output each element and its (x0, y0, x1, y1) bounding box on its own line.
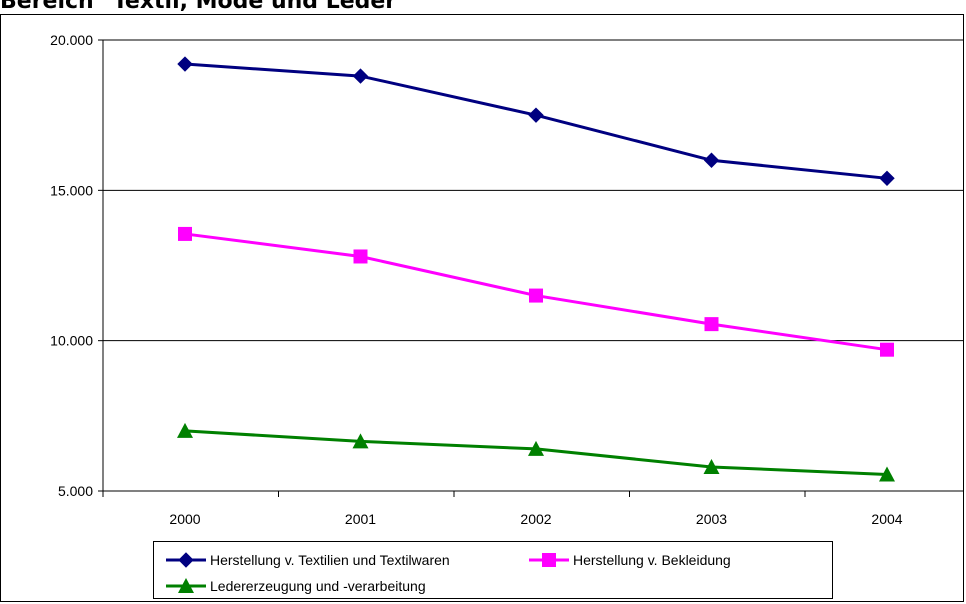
y-tick-label: 5.000 (58, 483, 93, 499)
data-point (528, 440, 544, 456)
x-tick-label: 2003 (696, 511, 727, 527)
tick-labels: 5.000 10.000 15.000 20.000 2000 2001 2002 2003 2… (50, 32, 903, 527)
legend-label: Herstellung v. Textilien und Textilwaren (210, 552, 450, 568)
data-point (879, 466, 895, 482)
y-tick-label: 15.000 (50, 182, 93, 198)
legend: Herstellung v. Textilien und Textilwaren… (153, 541, 833, 599)
series-3 (177, 422, 895, 482)
legend-label: Herstellung v. Bekleidung (573, 552, 731, 568)
legend-marker (178, 578, 194, 593)
legend-label: Ledererzeugung und -verarbeitung (210, 578, 426, 594)
data-point (177, 422, 193, 438)
data-point (704, 317, 719, 332)
legend-entry: Herstellung v. Textilien und Textilwaren (166, 552, 450, 568)
data-point (703, 458, 720, 474)
data-point (529, 288, 543, 303)
x-tick-label: 2000 (169, 511, 200, 527)
y-tick-label: 20.000 (50, 32, 93, 48)
x-tick-label: 2004 (871, 511, 902, 527)
data-point (703, 152, 720, 168)
chart-area (0, 14, 964, 602)
data-point (879, 170, 895, 187)
legend-marker (178, 552, 194, 568)
data-point (528, 107, 544, 123)
legend-entry: Herstellung v. Bekleidung (529, 552, 731, 568)
series-1 (177, 56, 895, 187)
series (177, 56, 895, 482)
data-point (352, 433, 369, 449)
data-point (353, 249, 368, 264)
series-2 (178, 226, 894, 357)
data-point (880, 342, 894, 357)
legend-entry: Ledererzeugung und -verarbeitung (166, 578, 426, 594)
y-tick-label: 10.000 (50, 333, 93, 349)
data-point (178, 226, 192, 241)
data-point (352, 68, 369, 84)
x-tick-label: 2002 (520, 511, 551, 527)
x-tick-label: 2001 (345, 511, 376, 527)
legend-marker (542, 553, 556, 567)
data-point (177, 56, 193, 72)
chart-title: Bereich "Textil, Mode und Leder" (0, 0, 408, 14)
axes (98, 39, 964, 497)
